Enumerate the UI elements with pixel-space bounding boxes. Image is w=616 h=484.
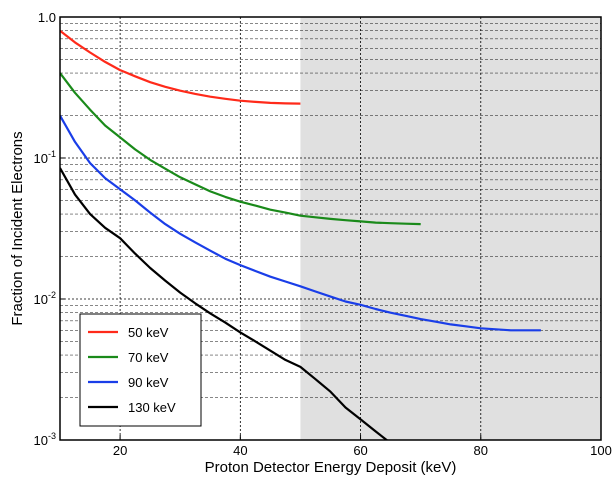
series-line-90-kev	[60, 115, 541, 332]
series-line-50-kev	[60, 29, 301, 105]
x-tick-label: 80	[474, 443, 488, 458]
legend: 50 keV 70 keV 90 keV 130 keV	[79, 313, 202, 427]
series-line-70-kev	[60, 72, 421, 226]
x-tick-label: 20	[113, 443, 127, 458]
x-tick-label: 100	[590, 443, 612, 458]
legend-label: 50 keV	[128, 325, 169, 340]
legend-label: 90 keV	[128, 375, 169, 390]
y-tick-label: 10-2	[34, 290, 56, 307]
y-axis-title: Fraction of Incident Electrons	[9, 131, 26, 325]
y-tick-label: 1.0	[38, 10, 56, 25]
x-tick-label: 40	[233, 443, 247, 458]
y-tick-label: 10-1	[34, 149, 56, 166]
shaded-region	[300, 17, 601, 440]
series-line-130-kev	[60, 167, 389, 440]
legend-label: 130 keV	[128, 400, 176, 415]
x-axis-title: Proton Detector Energy Deposit (keV)	[205, 459, 457, 476]
plot-frame	[59, 16, 602, 441]
y-tick-label: 10-3	[34, 431, 56, 448]
legend-label: 70 keV	[128, 350, 169, 365]
x-tick-label: 60	[353, 443, 367, 458]
